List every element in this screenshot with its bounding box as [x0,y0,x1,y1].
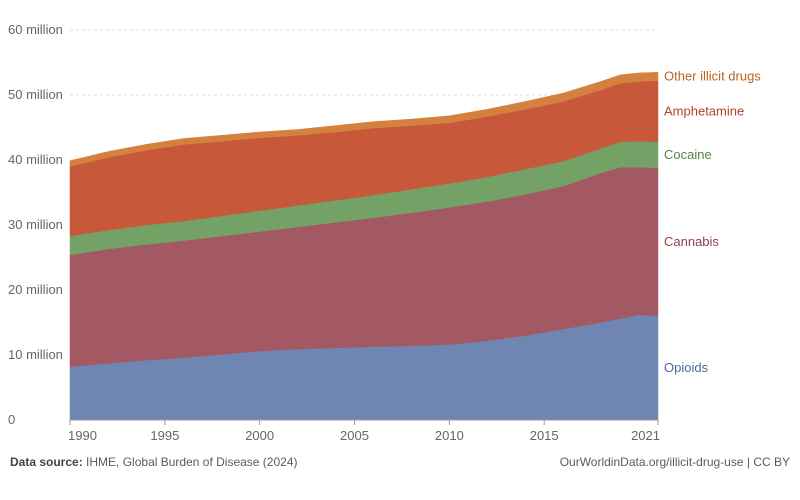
x-tick-label: 2005 [340,428,369,443]
area-other-illicit-drugs[interactable] [69,72,659,167]
y-tick-label: 0 [8,412,15,427]
series-labels: Opioids Cannabis Cocaine Amphetamine Other i… [664,68,761,375]
data-source-note: Data source: IHME, Global Burden of Dise… [10,455,297,469]
y-tick-label: 60 million [8,22,63,37]
series-label-cannabis: Cannabis [664,234,719,249]
data-source-text: IHME, Global Burden of Disease (2024) [86,455,298,469]
x-tick-label: 2010 [435,428,464,443]
y-tick-label: 50 million [8,87,63,102]
y-tick-label: 40 million [8,152,63,167]
x-tick-label: 2021 [631,428,660,443]
x-tick-label: 1995 [150,428,179,443]
x-tick-label: 1990 [68,428,97,443]
series-label-amphetamine: Amphetamine [664,103,744,118]
x-tick-label: 2015 [530,428,559,443]
series-label-other-illicit-drugs: Other illicit drugs [664,68,761,83]
series-label-opioids: Opioids [664,360,709,375]
y-tick-label: 10 million [8,347,63,362]
series-label-cocaine: Cocaine [664,147,712,162]
credit-link[interactable]: OurWorldinData.org/illicit-drug-use | CC… [559,455,790,469]
x-tick-label: 2000 [245,428,274,443]
series-areas [69,72,659,421]
y-axis: 0 10 million 20 million 30 million 40 millio… [8,22,63,427]
y-tick-label: 20 million [8,282,63,297]
y-tick-label: 30 million [8,217,63,232]
x-axis: 1990 1995 2000 2005 2010 2015 2021 [68,419,660,443]
data-source-label: Data source: [10,455,83,469]
